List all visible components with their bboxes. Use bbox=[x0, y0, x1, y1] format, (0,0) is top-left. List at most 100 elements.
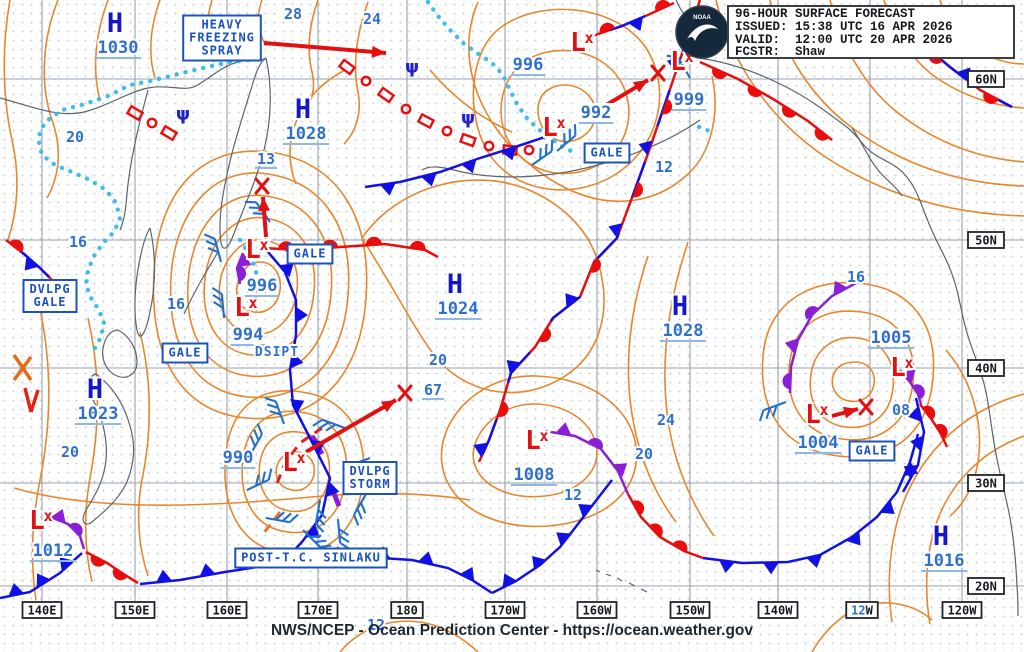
low-center-x: x bbox=[296, 449, 305, 467]
frontolysis-circle bbox=[360, 75, 372, 87]
annotation-text: GALE bbox=[591, 146, 624, 160]
dissipating-front bbox=[337, 58, 535, 156]
isobar-line bbox=[429, 69, 513, 133]
lon-label: 150W bbox=[669, 601, 711, 619]
front-line bbox=[364, 134, 549, 189]
freezing-spray-icon: ψ bbox=[405, 57, 419, 78]
freezing-spray-icon: ψ bbox=[461, 108, 475, 129]
front-marker bbox=[910, 435, 924, 452]
isobar-line bbox=[169, 172, 350, 399]
high-pressure-value: 1028 bbox=[286, 124, 327, 144]
lat-label: 20N bbox=[967, 577, 1005, 595]
value-backing bbox=[575, 103, 617, 122]
isobar-value-label: 13 bbox=[255, 148, 277, 170]
front-marker bbox=[880, 500, 895, 515]
high-pressure-value: 1028 bbox=[663, 321, 704, 341]
low-pressure-center: Lx 1008 bbox=[510, 424, 558, 487]
low-symbol: L bbox=[570, 28, 586, 58]
arrow-head bbox=[842, 406, 858, 419]
low-center-x: x bbox=[819, 401, 828, 419]
lon-label-text: 140E bbox=[28, 604, 57, 618]
isobar-line bbox=[343, 1, 369, 145]
front-marker bbox=[565, 293, 580, 308]
isobar-value-label: 16 bbox=[165, 293, 187, 315]
front-marker bbox=[935, 423, 948, 439]
low-symbol: L bbox=[542, 113, 558, 143]
lat-label-text: 20N bbox=[975, 580, 997, 594]
annotation-box bbox=[583, 142, 631, 164]
front-marker bbox=[628, 16, 644, 32]
annotation-text: DVLPG bbox=[349, 464, 390, 478]
gale-label: GALE bbox=[583, 142, 631, 164]
lon-label: 12W bbox=[845, 601, 879, 619]
high-pressure-value: 1023 bbox=[78, 404, 119, 424]
movement-arrow bbox=[304, 398, 398, 454]
arrow-shaft bbox=[263, 41, 387, 55]
isobar-line bbox=[925, 435, 1024, 625]
coastline bbox=[219, 57, 271, 249]
trough-line bbox=[12, 355, 33, 382]
low-symbol: L bbox=[805, 400, 821, 430]
front-marker bbox=[501, 146, 517, 161]
front-marker bbox=[655, 0, 671, 12]
movement-arrow bbox=[258, 196, 271, 238]
arrow-shaft bbox=[304, 398, 398, 454]
frontolysis-box bbox=[125, 104, 145, 122]
lon-label: 160E bbox=[206, 601, 248, 619]
wind-barb-icon bbox=[246, 468, 273, 491]
front-marker bbox=[912, 384, 925, 399]
low-pressure-value: 996 bbox=[247, 276, 278, 296]
front-marker bbox=[632, 181, 644, 198]
lon-label: 180 bbox=[390, 601, 424, 619]
front-marker bbox=[296, 306, 308, 323]
wind-barb-icon bbox=[203, 233, 223, 263]
frontolysis-box bbox=[376, 86, 396, 104]
lat-label-box bbox=[967, 359, 1005, 377]
annotation-box bbox=[234, 547, 388, 569]
front-occluded bbox=[782, 280, 859, 394]
x-stroke bbox=[858, 398, 874, 416]
arrow-head bbox=[371, 45, 386, 58]
frontolysis-box bbox=[159, 124, 179, 142]
front-line bbox=[788, 280, 859, 394]
low-pressure-value: 990 bbox=[223, 448, 254, 468]
high-pressure-value: 1016 bbox=[924, 551, 965, 571]
lon-label: 150E bbox=[114, 601, 156, 619]
isobar-line bbox=[472, 403, 598, 498]
trough-line bbox=[23, 387, 33, 413]
coastline bbox=[697, 57, 1019, 617]
isobar-value: 12 bbox=[655, 158, 673, 176]
front-marker bbox=[290, 352, 304, 369]
front-marker bbox=[901, 369, 916, 384]
isobar-value: 24 bbox=[657, 411, 675, 429]
front-line bbox=[491, 479, 613, 595]
low-pressure-value: 996 bbox=[513, 55, 544, 75]
isobar-line bbox=[301, 0, 319, 115]
lon-label-text: 12W bbox=[851, 604, 873, 618]
low-center-x: x bbox=[904, 354, 913, 372]
lon-label-text: 150E bbox=[121, 604, 150, 618]
lat-label-text: 30N bbox=[975, 477, 997, 491]
isobar-line bbox=[94, 0, 109, 101]
isobar-value-label: 67 bbox=[422, 379, 444, 401]
front-line bbox=[899, 369, 923, 405]
lon-label: 140E bbox=[21, 601, 63, 619]
title-line-3: VALID: 12:00 UTC 20 APR 2026 bbox=[735, 32, 953, 47]
movement-arrow bbox=[263, 41, 387, 58]
front-marker bbox=[418, 551, 434, 565]
ice-edge-line bbox=[237, 237, 261, 321]
front-warm bbox=[919, 403, 949, 448]
arrow-head bbox=[632, 80, 648, 93]
wind-barb-icon bbox=[531, 139, 554, 166]
lon-label-box bbox=[576, 601, 618, 619]
lon-label-box bbox=[484, 601, 526, 619]
front-marker bbox=[712, 67, 728, 79]
front-marker bbox=[784, 338, 799, 354]
front-marker bbox=[409, 240, 426, 251]
annotation-text: FREEZING bbox=[189, 31, 255, 45]
low-center-x: x bbox=[43, 507, 52, 525]
wind-barb-icon bbox=[265, 511, 299, 524]
